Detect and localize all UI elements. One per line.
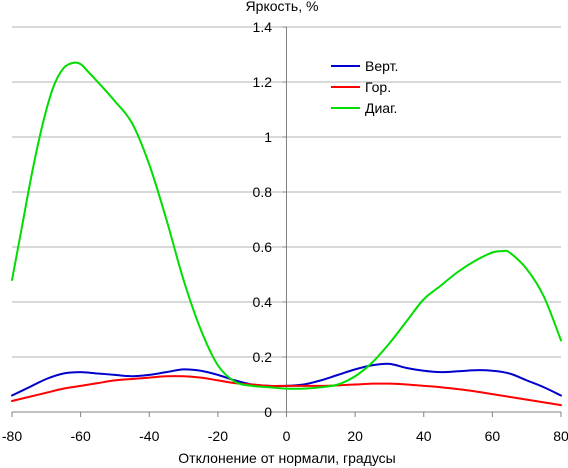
x-tick-label: 80 — [553, 428, 568, 444]
x-axis-label: Отклонение от нормали, градусы — [178, 450, 395, 466]
x-tick-label: 60 — [485, 428, 501, 444]
x-tick-labels: -80 -60 -40 -20 0 20 40 60 80 — [2, 428, 568, 444]
axes — [11, 26, 562, 417]
legend-label: Гор. — [365, 79, 391, 95]
x-tick-label: 20 — [347, 428, 363, 444]
x-tick-label: 40 — [416, 428, 432, 444]
x-tick-label: -80 — [2, 428, 22, 444]
x-tick-label: -40 — [139, 428, 159, 444]
legend: Верт. Гор. Диаг. — [331, 58, 398, 116]
series-line-1 — [11, 375, 562, 407]
y-tick-label: 0.8 — [253, 184, 273, 200]
x-tick-label: -60 — [71, 428, 91, 444]
x-tick-label: 0 — [283, 428, 291, 444]
y-axis-label: Яркость, % — [246, 0, 319, 14]
y-tick-label: 1.4 — [253, 19, 273, 35]
y-tick-label: 1.2 — [253, 74, 273, 90]
y-tick-labels: 0 0.2 0.4 0.6 0.8 1 1.2 1.4 — [253, 19, 273, 420]
series-line-2 — [11, 61, 562, 390]
legend-label: Верт. — [365, 58, 398, 74]
legend-label: Диаг. — [365, 100, 397, 116]
y-tick-label: 0.4 — [253, 294, 273, 310]
y-tick-label: 0 — [264, 404, 272, 420]
y-tick-label: 0.2 — [253, 349, 273, 365]
y-tick-label: 0.6 — [253, 239, 273, 255]
series-lines — [11, 61, 562, 407]
y-tick-label: 1 — [264, 129, 272, 145]
x-tick-label: -20 — [208, 428, 228, 444]
